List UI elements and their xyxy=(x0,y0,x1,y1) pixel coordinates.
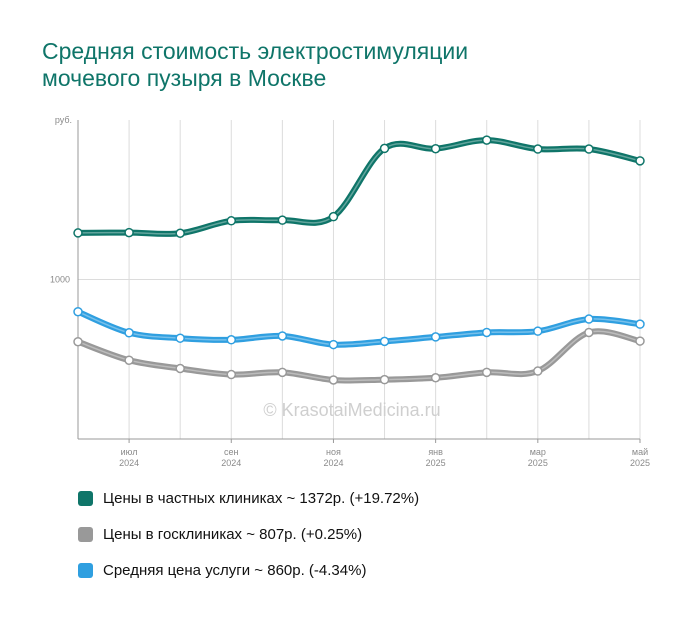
data-point-public xyxy=(226,369,237,380)
data-point-public xyxy=(635,336,645,346)
axes: руб.1000июл2024сен2024ноя2024янв2025мар2… xyxy=(50,115,650,468)
line-chart: © KrasotaiMedicina.ru руб.1000июл2024сен… xyxy=(50,115,650,468)
series-line-average xyxy=(75,308,643,348)
data-point-average xyxy=(430,332,441,342)
data-point-average xyxy=(481,327,492,338)
legend-item: Средняя цена услуги ~ 860р. (-4.34%) xyxy=(78,560,419,580)
chart-title: Средняя стоимость электростимуляции моче… xyxy=(42,38,602,92)
legend-label: Цены в частных клиниках ~ 1372р. (+19.72… xyxy=(103,489,420,507)
data-point-private xyxy=(277,215,288,225)
legend-swatch xyxy=(78,562,93,578)
watermark-text: © KrasotaiMedicina.ru xyxy=(263,400,440,420)
data-point-private xyxy=(226,216,237,226)
legend-swatch xyxy=(78,490,93,506)
legend-swatch xyxy=(78,526,93,542)
series-lines xyxy=(75,137,643,384)
data-point-public xyxy=(124,355,134,365)
legend-item: Цены в частных клиниках ~ 1372р. (+19.72… xyxy=(78,488,419,508)
x-tick-label-year: 2025 xyxy=(426,458,446,468)
data-point-public xyxy=(584,327,594,338)
x-tick-label-year: 2024 xyxy=(323,458,343,468)
data-point-private xyxy=(124,227,134,238)
data-point-private xyxy=(73,228,83,238)
x-tick-label-year: 2024 xyxy=(119,458,139,468)
data-point-private xyxy=(379,143,390,154)
x-tick-label-month: май xyxy=(632,447,648,457)
legend-item: Цены в госклиниках ~ 807р. (+0.25%) xyxy=(78,524,419,544)
y-tick-label: 1000 xyxy=(50,275,70,285)
data-point-private xyxy=(481,135,492,145)
grid-lines xyxy=(78,120,641,439)
data-point-public xyxy=(328,375,339,385)
data-point-average xyxy=(635,319,645,329)
data-point-private xyxy=(328,211,339,222)
x-tick-label-month: ноя xyxy=(326,447,341,457)
series-line-private xyxy=(75,137,643,237)
chart-legend: Цены в частных клиниках ~ 1372р. (+19.72… xyxy=(78,488,419,596)
x-tick-label-month: мар xyxy=(530,447,546,457)
data-point-public xyxy=(481,367,492,378)
x-tick-label-month: янв xyxy=(428,447,443,457)
data-point-public xyxy=(277,367,288,378)
legend-label: Средняя цена услуги ~ 860р. (-4.34%) xyxy=(103,561,367,579)
legend-label: Цены в госклиниках ~ 807р. (+0.25%) xyxy=(103,525,363,543)
data-point-average xyxy=(328,339,339,350)
chart-title-line-2: мочевого пузыря в Москве xyxy=(42,65,327,91)
x-tick-label-year: 2025 xyxy=(528,458,548,468)
data-point-average xyxy=(379,336,390,347)
chart-title-line-1: Средняя стоимость электростимуляции xyxy=(42,38,469,64)
data-point-public xyxy=(379,374,390,385)
data-point-public xyxy=(175,363,185,374)
x-tick-label-year: 2024 xyxy=(221,458,241,468)
data-point-public xyxy=(73,336,83,347)
data-point-average xyxy=(124,328,134,338)
data-point-public xyxy=(430,373,441,383)
x-tick-label-year: 2025 xyxy=(630,458,650,468)
x-tick-label-month: сен xyxy=(224,447,239,457)
data-point-average xyxy=(175,333,185,343)
data-points xyxy=(73,135,645,385)
y-axis-unit-label: руб. xyxy=(55,115,72,125)
data-point-private xyxy=(175,228,185,238)
data-point-private xyxy=(430,143,441,154)
data-point-average xyxy=(533,326,543,336)
data-point-private xyxy=(584,144,594,154)
data-point-average xyxy=(73,306,83,317)
data-point-public xyxy=(533,366,543,376)
data-point-average xyxy=(584,314,594,324)
x-tick-label-month: июл xyxy=(121,447,138,457)
data-point-average xyxy=(226,335,237,345)
data-point-private xyxy=(635,156,645,166)
data-point-average xyxy=(277,331,288,341)
data-point-private xyxy=(533,144,543,154)
